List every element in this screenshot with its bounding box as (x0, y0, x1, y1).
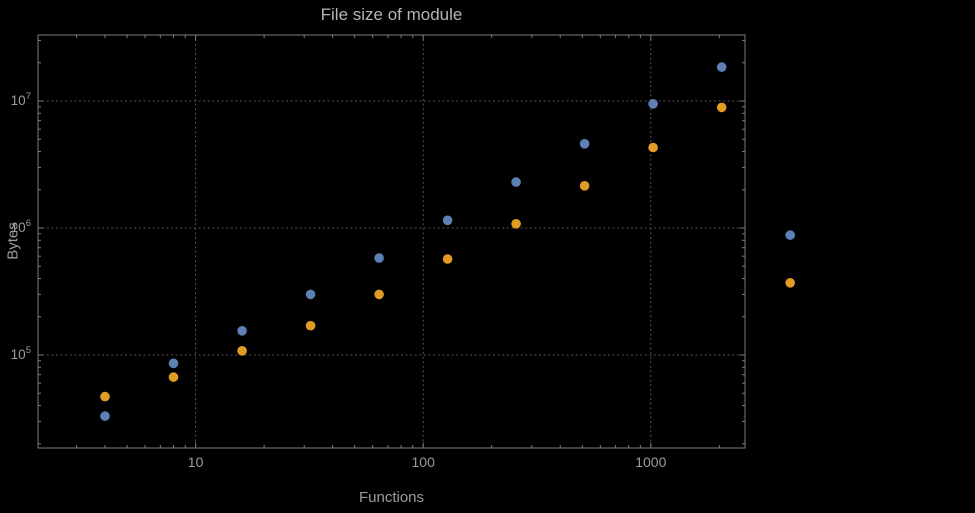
point-orange-x128 (442, 254, 453, 264)
x-tick-label: 10 (188, 454, 204, 470)
chart-title: File size of module (320, 5, 463, 24)
point-blue-x4 (100, 411, 110, 421)
tick-marks (38, 35, 745, 448)
point-orange-x64 (374, 289, 384, 300)
plot-frame (37, 34, 746, 449)
tick-labels: 10 100 1000 105 106 107 (11, 91, 667, 470)
point-blue-x512 (579, 139, 590, 149)
point-orange-x4096 (785, 278, 795, 288)
point-blue-x4096 (785, 230, 795, 240)
x-tick-label: 100 (412, 454, 436, 470)
x-tick-label: 1000 (635, 454, 666, 470)
point-blue-x32 (305, 289, 316, 300)
y-axis-label: Bytes (4, 222, 22, 260)
point-blue-x2048 (716, 62, 727, 72)
point-orange-x8 (168, 372, 179, 382)
data-points (100, 62, 795, 421)
point-blue-x8 (168, 358, 179, 369)
point-blue-x16 (237, 326, 247, 336)
frame-border (37, 34, 746, 449)
point-orange-x16 (237, 346, 247, 356)
x-axis-label: Functions (358, 489, 425, 506)
point-orange-x256 (511, 219, 521, 229)
point-orange-x4 (100, 391, 110, 402)
y-tick-label: 106 (11, 218, 31, 235)
point-blue-x256 (511, 177, 521, 187)
y-tick-label: 107 (11, 91, 31, 108)
point-blue-x1024 (648, 99, 658, 109)
point-orange-x2048 (716, 102, 727, 113)
point-blue-x64 (374, 253, 384, 263)
point-orange-x32 (305, 320, 316, 331)
gridlines (37, 34, 746, 449)
point-orange-x512 (579, 181, 590, 191)
point-blue-x128 (442, 215, 453, 226)
y-tick-label: 105 (11, 345, 31, 362)
point-orange-x1024 (648, 142, 658, 153)
